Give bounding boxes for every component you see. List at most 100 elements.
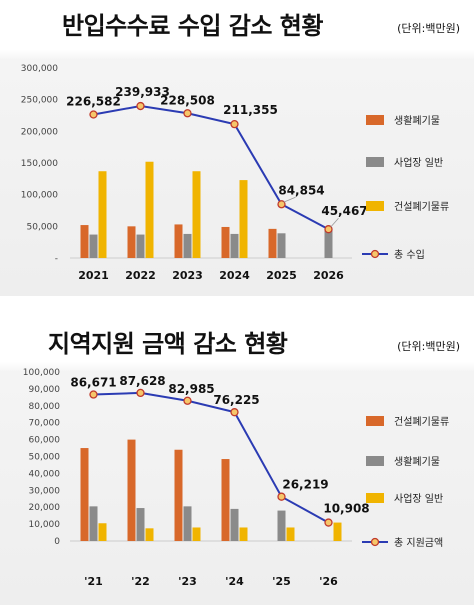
bar (80, 448, 89, 541)
x-tick-label: 2021 (78, 269, 109, 282)
bar (183, 233, 192, 258)
bar (192, 171, 201, 258)
bar (136, 508, 145, 541)
x-tick-label: 2024 (219, 269, 250, 282)
y-tick-label: 300,000 (21, 64, 58, 74)
line-point (277, 492, 286, 501)
line-point (230, 408, 239, 417)
legend-swatch-marker (370, 537, 380, 547)
line-point (324, 225, 333, 234)
data-label: 76,225 (213, 393, 259, 407)
legend-swatch-marker (370, 249, 380, 259)
chart-title: 지역지원 금액 감소 현황 (48, 330, 288, 358)
y-tick-label: 100,000 (21, 191, 58, 201)
data-label: 82,985 (168, 382, 214, 396)
bar (98, 523, 107, 541)
y-tick-label: 70,000 (29, 419, 61, 429)
data-label: 84,854 (278, 183, 324, 197)
y-tick-label: 20,000 (29, 503, 61, 513)
bar (239, 180, 248, 258)
data-label: 87,628 (119, 374, 165, 388)
x-tick-label: 2023 (172, 269, 203, 282)
x-tick-label: '24 (225, 575, 244, 588)
bar (145, 161, 154, 258)
bar (230, 508, 239, 541)
y-tick-label: 30,000 (29, 486, 61, 496)
y-tick-label: 80,000 (29, 402, 61, 412)
legend-swatch (366, 493, 384, 503)
y-tick-label: 40,000 (29, 469, 61, 479)
bar (192, 527, 201, 541)
x-tick-label: '22 (131, 575, 150, 588)
line-point (324, 518, 333, 527)
revenue-chart: - 50,000 100,000 150,000 200,000 250,000 300,0… (21, 64, 449, 282)
bar (98, 171, 107, 258)
bar (174, 224, 183, 258)
legend-label: 생활폐기물 (394, 114, 440, 127)
data-label: 211,355 (223, 103, 278, 117)
data-label: 10,908 (323, 502, 369, 516)
legend-label: 사업장 일반 (394, 492, 443, 505)
line-point (230, 119, 239, 129)
x-tick-label: 2025 (266, 269, 297, 282)
data-label-leader (330, 217, 339, 228)
legend-swatch (366, 157, 384, 167)
bar (174, 449, 183, 541)
data-label: 86,671 (70, 376, 116, 390)
bar (136, 234, 145, 258)
x-tick-label: 2022 (125, 269, 156, 282)
legend-swatch (366, 416, 384, 426)
line-point (277, 200, 286, 209)
line-point (89, 390, 98, 399)
line-point (183, 396, 192, 405)
y-tick-label: 90,000 (29, 385, 61, 395)
data-label: 226,582 (66, 94, 121, 108)
bar (89, 234, 98, 258)
bar (80, 225, 89, 258)
data-label-leader (283, 196, 296, 203)
bar (221, 226, 230, 258)
data-label: 45,467 (321, 204, 367, 218)
chart-panel-support: 지역지원 금액 감소 현황 (단위:백만원) 0 10,000 20,000 30,0… (0, 312, 474, 605)
y-tick-label: 150,000 (21, 159, 58, 169)
bar (127, 226, 136, 258)
line-point (183, 109, 192, 118)
y-tick-label: 60,000 (29, 436, 61, 446)
line-point (136, 101, 145, 111)
line-series (93, 105, 329, 231)
y-tick-label: 50,000 (27, 222, 59, 232)
bar (183, 506, 192, 541)
legend-label: 건설폐기물류 (394, 416, 449, 428)
y-tick-label: - (55, 254, 58, 264)
y-tick-label: 250,000 (21, 96, 58, 106)
unit-label: (단위:백만원) (397, 22, 460, 35)
legend-swatch (366, 456, 384, 466)
support-chart: 0 10,000 20,000 30,000 40,000 50,000 60,000 70,… (23, 368, 449, 588)
y-tick-label: 50,000 (29, 453, 61, 463)
x-tick-label: '25 (272, 575, 291, 588)
legend-label: 생활폐기물 (394, 455, 440, 468)
data-label: 228,508 (160, 93, 215, 107)
legend-label: 건설폐기물류 (394, 201, 449, 213)
legend-label: 사업장 일반 (394, 156, 443, 169)
bar (277, 510, 286, 541)
bar (221, 459, 230, 541)
bar (324, 229, 333, 258)
bar (230, 233, 239, 258)
x-tick-label: '26 (319, 575, 338, 588)
line-series (93, 391, 329, 524)
legend-swatch (366, 115, 384, 125)
bar (89, 506, 98, 541)
x-tick-label: 2026 (313, 269, 344, 282)
data-label: 239,933 (115, 85, 170, 99)
y-tick-label: 200,000 (21, 127, 58, 137)
chart-panel-revenue: 반입수수료 수입 감소 현황 (단위:백만원) - 50,000 100,000 15… (0, 0, 474, 296)
x-tick-label: '23 (178, 575, 197, 588)
panel-divider (0, 296, 474, 312)
bar (145, 528, 154, 541)
legend-swatch (366, 201, 384, 211)
y-tick-label: 0 (54, 537, 60, 547)
bar (277, 233, 286, 258)
legend-label: 총 지원금액 (394, 537, 443, 549)
bar (286, 527, 295, 541)
